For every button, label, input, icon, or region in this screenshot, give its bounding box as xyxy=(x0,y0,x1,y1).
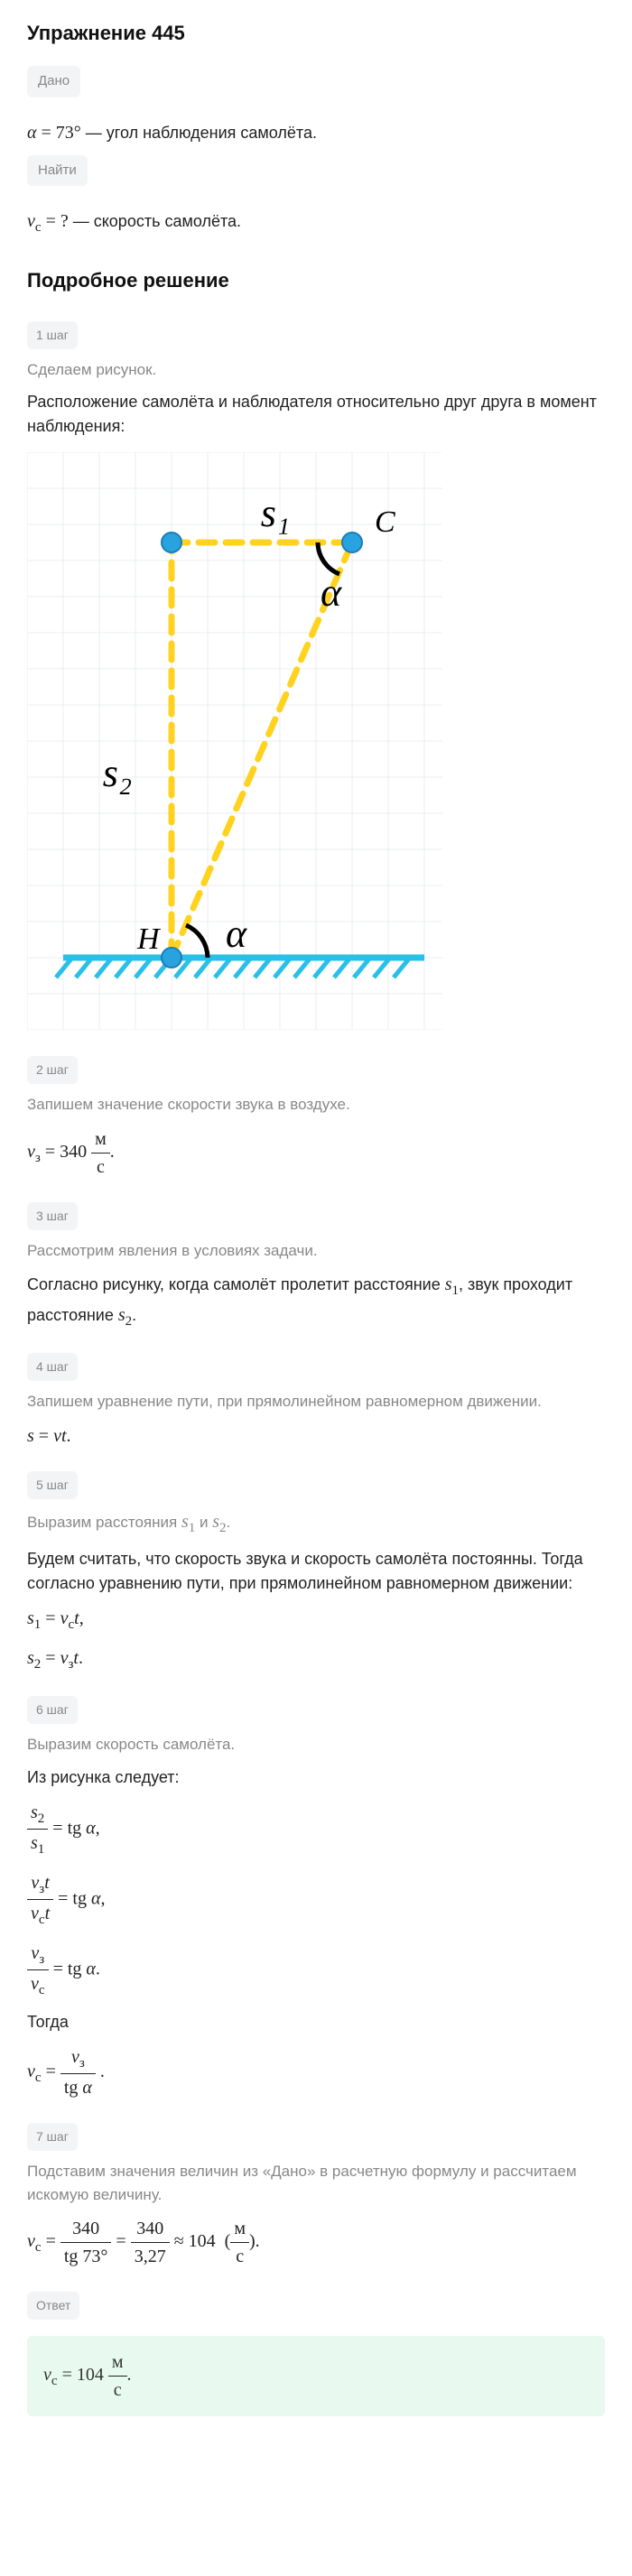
step-5-tag: 5 шаг xyxy=(27,1471,78,1499)
answer-box: vc = 104 мс. xyxy=(27,2336,605,2416)
svg-text:α: α xyxy=(321,570,342,615)
find-line: vc = ? — скорость самолёта. xyxy=(27,208,605,238)
svg-text:H: H xyxy=(136,922,162,956)
step-6-text1: Выразим скорость самолёта. xyxy=(27,1733,605,1756)
step-2-text: Запишем значение скорости звука в воздух… xyxy=(27,1093,605,1117)
step-2-formula: vз = 340 мс. xyxy=(27,1126,605,1181)
step-2-tag: 2 шаг xyxy=(27,1056,78,1084)
step-7-formula: vc = 340tg 73° = 3403,27 ≈ 104 (мс). xyxy=(27,2215,605,2270)
svg-text:s₂: s₂ xyxy=(103,751,132,795)
step-6-tag: 6 шаг xyxy=(27,1696,78,1724)
step-7-tag: 7 шаг xyxy=(27,2123,78,2151)
step-1-intro: Сделаем рисунок. xyxy=(27,358,605,382)
step-1-tag: 1 шаг xyxy=(27,321,78,349)
given-line: α = 73° — угол наблюдения самолёта. xyxy=(27,119,605,146)
step-5-text2: Будем считать, что скорость звука и скор… xyxy=(27,1547,605,1596)
diagram: s₁ s₂ C Hα α xyxy=(27,452,442,1030)
given-tag: Дано xyxy=(27,66,80,97)
step-6-f2: vзtvct = tg α, xyxy=(27,1869,605,1931)
find-tag: Найти xyxy=(27,155,88,187)
step-5-text1: Выразим расстояния s1 и s2. xyxy=(27,1508,605,1539)
step-4-text: Запишем уравнение пути, при прямолинейно… xyxy=(27,1390,605,1413)
step-5-f1: s1 = vct, xyxy=(27,1605,605,1635)
step-6-f4: vc = vзtg α . xyxy=(27,2043,605,2102)
step-6-text3: Тогда xyxy=(27,2010,605,2034)
step-4-formula: s = vt. xyxy=(27,1422,605,1450)
step-1-text: Расположение самолёта и наблюдателя отно… xyxy=(27,390,605,439)
s3-text-a: Согласно рисунку, когда самолёт пролетит… xyxy=(27,1275,445,1293)
step-5-f2: s2 = vзt. xyxy=(27,1645,605,1675)
svg-text:C: C xyxy=(375,505,395,539)
answer-tag: Ответ xyxy=(27,2292,79,2320)
step-3-tag: 3 шаг xyxy=(27,1202,78,1230)
step-3-text1: Рассмотрим явления в условиях задачи. xyxy=(27,1239,605,1263)
step-6-f3: vзvc = tg α. xyxy=(27,1940,605,2001)
step-4-tag: 4 шаг xyxy=(27,1353,78,1381)
solution-title: Подробное решение xyxy=(27,265,605,295)
step-7-text: Подставим значения величин из «Дано» в р… xyxy=(27,2160,605,2206)
svg-text:s₁: s₁ xyxy=(261,491,290,535)
page-title: Упражнение 445 xyxy=(27,18,605,48)
step-3-text2: Согласно рисунку, когда самолёт пролетит… xyxy=(27,1271,605,1331)
svg-text:α: α xyxy=(226,912,247,956)
step-6-text2: Из рисунка следует: xyxy=(27,1765,605,1790)
step-6-f1: s2s1 = tg α, xyxy=(27,1799,605,1860)
